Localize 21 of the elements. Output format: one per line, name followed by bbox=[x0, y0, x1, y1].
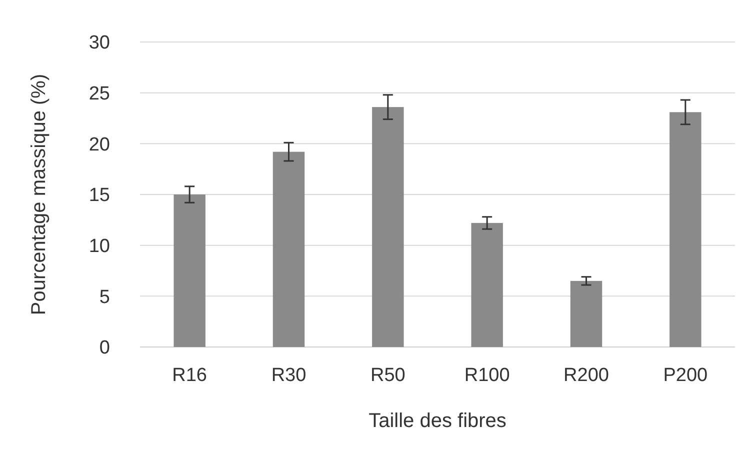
x-tick-label: P200 bbox=[663, 365, 708, 386]
bar bbox=[471, 222, 503, 347]
x-tick-label: R30 bbox=[271, 365, 306, 386]
y-axis-title: Pourcentage massique (%) bbox=[28, 74, 50, 316]
y-tick-label: 15 bbox=[88, 185, 110, 206]
bar bbox=[272, 152, 305, 347]
bar bbox=[570, 280, 602, 347]
bar bbox=[372, 107, 404, 347]
y-tick-label: 5 bbox=[99, 286, 110, 308]
y-tick-label: 20 bbox=[88, 134, 110, 156]
bar bbox=[670, 112, 702, 347]
x-tick-label: R16 bbox=[172, 365, 208, 386]
x-axis-title: Taille des fibres bbox=[368, 410, 506, 432]
x-tick-label: R100 bbox=[464, 365, 510, 386]
x-tick-label: R200 bbox=[564, 365, 609, 386]
y-tick-label: 10 bbox=[88, 236, 110, 257]
y-tick-label: 0 bbox=[99, 338, 110, 359]
bar bbox=[174, 194, 206, 347]
y-tick-label: 30 bbox=[88, 32, 110, 54]
x-tick-label: R50 bbox=[370, 365, 406, 386]
y-tick-label: 25 bbox=[88, 83, 110, 104]
